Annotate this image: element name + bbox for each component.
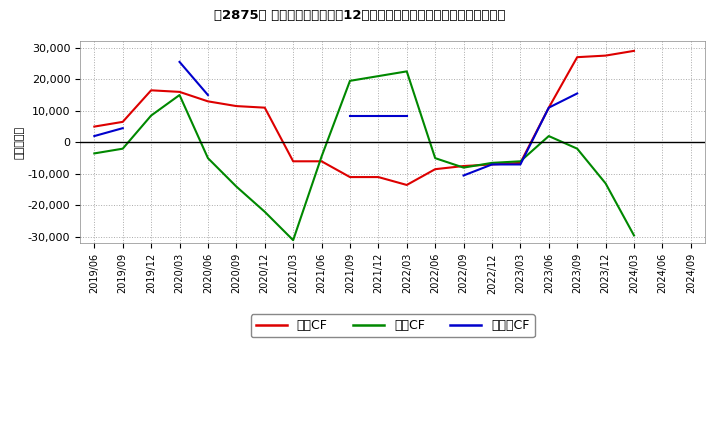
Text: ［2875］ キャッシュフローの12か月移動合計の対前年同期増減額の推移: ［2875］ キャッシュフローの12か月移動合計の対前年同期増減額の推移 bbox=[215, 9, 505, 22]
Y-axis label: （百万円）: （百万円） bbox=[15, 126, 25, 159]
Legend: 営業CF, 投資CF, フリーCF: 営業CF, 投資CF, フリーCF bbox=[251, 314, 534, 337]
